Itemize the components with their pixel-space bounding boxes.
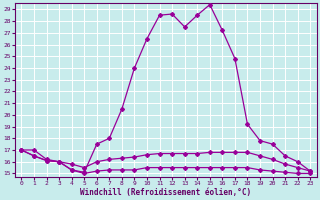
X-axis label: Windchill (Refroidissement éolien,°C): Windchill (Refroidissement éolien,°C) [80,188,252,197]
